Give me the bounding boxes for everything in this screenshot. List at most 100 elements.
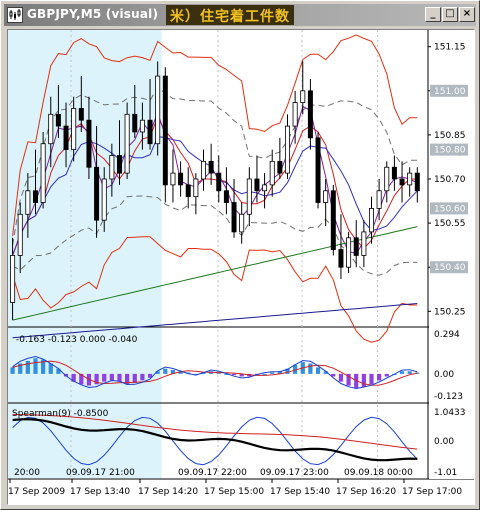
spearman-fast [12, 416, 418, 466]
minimize-button[interactable]: _ [425, 7, 441, 22]
macd-histogram-bar [102, 373, 107, 382]
macd-histogram-bar [384, 373, 389, 377]
candle-body [231, 202, 237, 233]
maximize-button[interactable]: □ [442, 7, 458, 22]
macd-histogram-bar [94, 373, 99, 385]
time-separator-label: 20:00 [14, 468, 40, 478]
macd-histogram-bar [231, 373, 237, 376]
macd-axis-label: 0.00 [434, 370, 454, 380]
candle-body [147, 119, 153, 145]
macd-histogram-bar [239, 373, 244, 377]
spearman-line [12, 418, 418, 462]
candle-body [109, 155, 115, 180]
macd-histogram-bar [56, 368, 61, 374]
macd-histogram-bar [132, 373, 137, 383]
price-axis-bg [429, 30, 474, 479]
candle-body [254, 178, 260, 192]
macd-histogram-bar [178, 371, 183, 374]
news-banner: 米）住宅着工件数 [166, 5, 294, 25]
time-tick-label: 17 Sep 16:20 [336, 487, 396, 497]
price-tick-label: 150.70 [434, 175, 466, 185]
macd-histogram-bar [170, 369, 176, 374]
time-separator-label: 09.09.17 23:00 [260, 468, 329, 478]
macd-values: -0.163 -0.123 0.000 -0.040 [16, 335, 138, 345]
candle-body [208, 160, 214, 174]
candle-body [384, 166, 390, 192]
time-tick-label: 17 Sep 15:40 [270, 487, 330, 497]
macd-histogram-bar [147, 373, 153, 378]
time-separator-label: 09.09.18 00:00 [344, 468, 413, 478]
candle-body [200, 160, 206, 180]
macd-axis-label: 0.294 [434, 330, 460, 340]
spearman-label: Spearman(9) -0.8500 [12, 409, 109, 419]
candle-body [216, 172, 222, 192]
macd-histogram-bar [79, 373, 84, 385]
time-separator-label: 09.09.17 21:00 [66, 468, 135, 478]
candle-body [48, 113, 54, 145]
macd-histogram-bar [361, 373, 366, 387]
macd-histogram-bar [10, 367, 15, 374]
candle-body [155, 75, 161, 145]
macd-histogram-bar [117, 373, 122, 382]
bollinger-lower [12, 236, 418, 343]
price-chart[interactable]: -0.163 -0.123 0.000 -0.040 Spearman(9) -… [8, 30, 474, 504]
candle-body [178, 172, 184, 186]
candle-body [78, 108, 84, 121]
macd-histogram-bar [41, 359, 46, 374]
ma-fast [12, 116, 418, 256]
price-tick-label: 150.85 [434, 131, 466, 141]
macd-histogram-bar [346, 373, 351, 386]
time-tick-label: 17 Sep 17:00 [402, 487, 462, 497]
macd-histogram-bar [216, 372, 221, 374]
candle-body [193, 178, 199, 198]
candle-body [353, 237, 359, 256]
candle-body [239, 213, 245, 233]
spearman-axis-label: -1.01 [434, 468, 457, 478]
macd-histogram-bar [140, 373, 145, 381]
spearman-signal [12, 413, 418, 450]
macd-histogram-bar [193, 373, 198, 375]
price-tag [430, 84, 468, 97]
price-tag [430, 143, 468, 156]
time-axis-bg [8, 480, 474, 504]
macd-histogram-bar [270, 372, 275, 374]
price-tag-label: 150.60 [434, 204, 466, 214]
candle-body [368, 207, 374, 233]
close-button[interactable]: × [459, 7, 475, 22]
macd-line [12, 355, 418, 390]
window-title: GBPJPY,M5 (visual) [27, 7, 159, 21]
macd-axis-label: -0.123 [434, 392, 463, 402]
candle-body [116, 155, 122, 174]
macd-histogram-bar [377, 373, 382, 381]
macd-histogram-bar [163, 368, 168, 374]
macd-histogram-bar [18, 363, 23, 374]
macd-histogram-bar [293, 364, 298, 374]
price-tag-label: 150.40 [434, 263, 466, 273]
candle-body [101, 178, 107, 221]
ma-long-navy [12, 303, 418, 339]
candle-body [170, 172, 176, 186]
candle-body [162, 75, 168, 186]
price-tag-label: 150.80 [434, 146, 466, 156]
macd-histogram-bar [331, 373, 336, 377]
candle-body [40, 143, 46, 203]
chart-area[interactable]: -0.163 -0.123 0.000 -0.040 Spearman(9) -… [7, 29, 475, 505]
macd-signal [12, 360, 418, 386]
candle-body [407, 172, 413, 186]
price-tick-label: 150.25 [434, 307, 466, 317]
time-tick-label: 17 Sep 15:00 [204, 487, 264, 497]
macd-histogram-bar [201, 372, 206, 374]
candle-body [132, 113, 138, 133]
macd-histogram-bar [224, 373, 229, 375]
macd-histogram-bar [25, 360, 30, 374]
candle-body [330, 190, 336, 250]
title-bar[interactable]: GBPJPY,M5 (visual) 米）住宅着工件数 _ □ × [4, 4, 476, 26]
candle-body [292, 102, 298, 127]
candle-body [71, 108, 77, 151]
candle-body [246, 178, 252, 215]
macd-histogram-bar [63, 373, 69, 377]
candle-body [25, 190, 31, 215]
candle-body [124, 113, 130, 174]
envelope-upper [12, 86, 418, 245]
